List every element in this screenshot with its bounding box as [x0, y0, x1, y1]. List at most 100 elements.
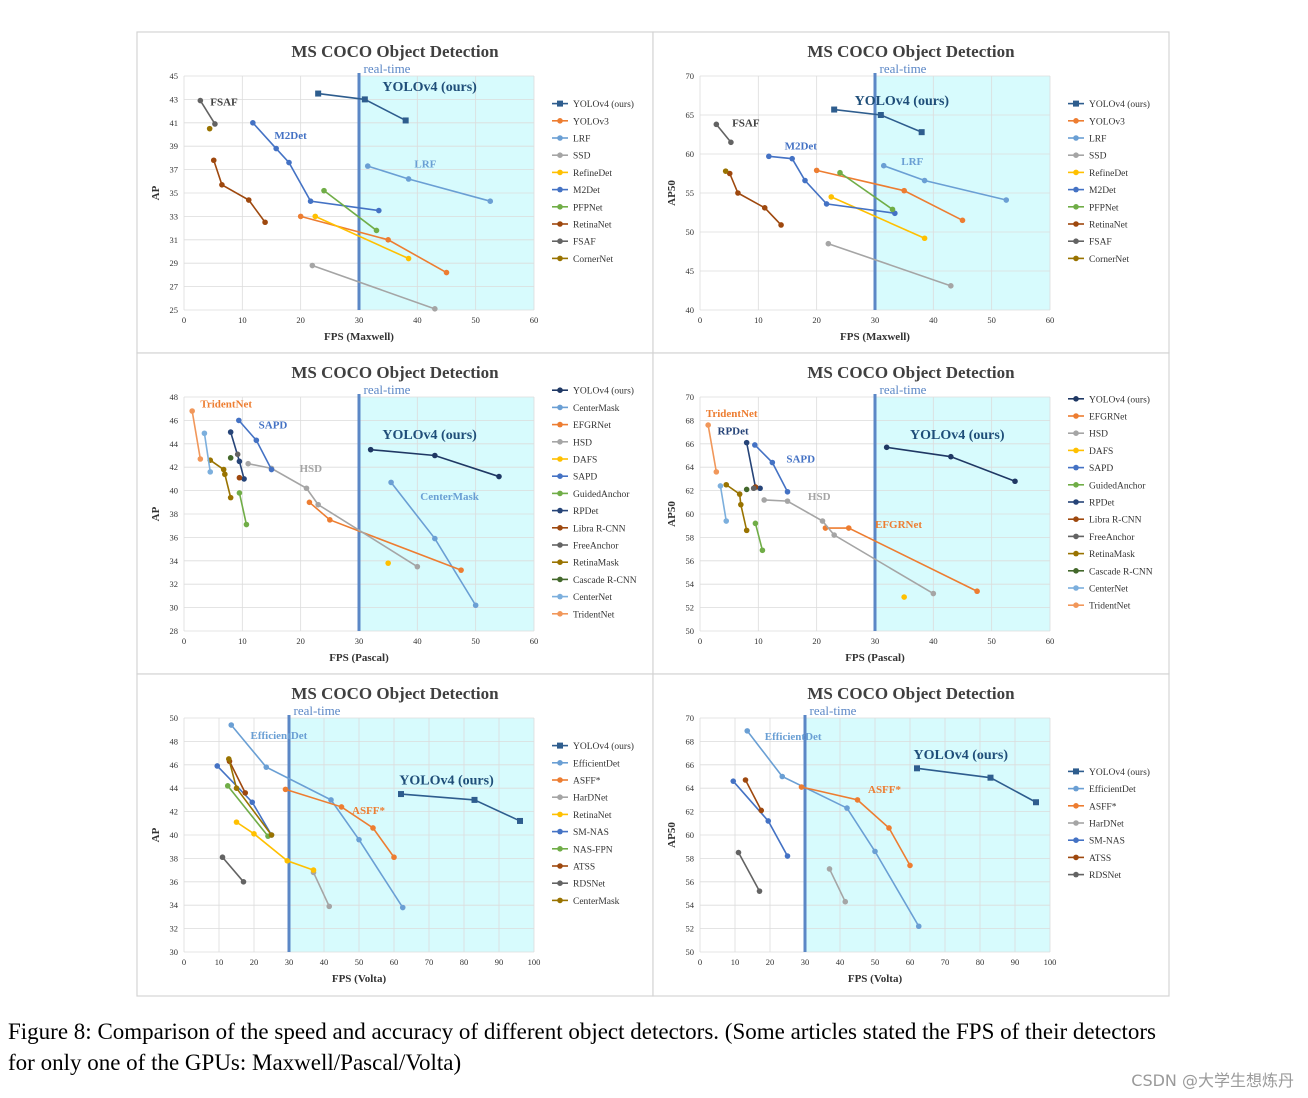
legend-label: DAFS: [1089, 447, 1113, 457]
legend-marker: [1073, 396, 1079, 402]
legend-marker: [1073, 768, 1079, 775]
data-point: [405, 255, 412, 262]
data-point: [227, 455, 234, 461]
data-point: [227, 429, 234, 435]
data-point: [326, 903, 333, 910]
data-point: [825, 240, 832, 247]
series-line: [236, 821, 314, 871]
legend-item-nas-fpn: NAS-FPN: [552, 845, 613, 855]
y-tick-label: 31: [170, 235, 179, 245]
annotation-tridentnet: TridentNet: [200, 399, 252, 411]
legend-label: ATSS: [1089, 854, 1111, 864]
data-point: [1003, 197, 1010, 203]
y-axis-label: AP50: [666, 822, 678, 848]
legend-label: SSD: [573, 152, 591, 162]
watermark: CSDN @大学生想炼丹: [1131, 1071, 1294, 1090]
legend-label: LRF: [1089, 135, 1106, 145]
legend-label: EfficientDet: [1089, 784, 1136, 795]
data-point: [356, 836, 362, 843]
series-line: [715, 123, 732, 143]
legend-marker: [1073, 533, 1079, 540]
x-tick-label: 20: [250, 957, 259, 967]
legend-item-efgrnet: EFGRNet: [552, 421, 611, 431]
series-sapd: [752, 442, 791, 495]
legend-marker: [1073, 255, 1079, 262]
legend-label: LRF: [573, 135, 590, 145]
x-tick-label: 10: [215, 957, 224, 967]
legend-label: YOLOv4 (ours): [573, 386, 634, 397]
series-yolov3: [297, 213, 450, 276]
x-axis-label: FPS (Pascal): [329, 652, 389, 664]
y-tick-label: 48: [170, 736, 179, 746]
y-tick-label: 36: [170, 532, 179, 542]
x-tick-label: 90: [495, 957, 504, 967]
x-tick-label: 60: [1046, 315, 1055, 325]
legend-label: GuidedAnchor: [1089, 481, 1146, 491]
legend-item-centermask: CenterMask: [552, 404, 620, 414]
legend-item-fsaf: FSAF: [1068, 238, 1112, 248]
legend-item-lrf: LRF: [1068, 135, 1106, 145]
y-tick-label: 33: [170, 211, 179, 221]
legend-marker: [1073, 550, 1079, 557]
data-point: [1033, 799, 1039, 806]
data-point: [310, 867, 317, 873]
data-point: [432, 306, 438, 312]
data-point: [921, 177, 928, 184]
legend-label: SAPD: [1089, 464, 1113, 474]
series-asff: [282, 786, 397, 861]
legend: YOLOv4 (ours) YOLOv3 LRF SSD RefineDet M2Det P…: [552, 99, 634, 265]
series-centermask: [388, 479, 479, 609]
x-tick-label: 30: [355, 636, 364, 646]
x-tick-label: 30: [871, 315, 880, 325]
data-point: [872, 848, 878, 855]
data-point: [914, 765, 920, 772]
data-point: [798, 784, 805, 790]
data-point: [236, 458, 243, 465]
chart-title: MS COCO Object Detection: [291, 363, 499, 382]
legend-marker: [1073, 100, 1079, 107]
annotation-yolov4-ours: YOLOv4 (ours): [855, 94, 950, 109]
y-tick-label: 56: [686, 877, 695, 887]
data-point: [228, 722, 235, 728]
data-point: [819, 518, 826, 524]
data-point: [367, 446, 374, 453]
legend-label: PFPNet: [573, 203, 603, 213]
legend-marker: [1073, 482, 1079, 488]
annotation-m2det: M2Det: [274, 130, 307, 142]
data-point: [831, 106, 838, 113]
legend-item-fsaf: FSAF: [552, 238, 596, 248]
legend-item-retinamask: RetinaMask: [552, 559, 619, 569]
data-point: [321, 187, 327, 194]
data-point: [735, 190, 741, 196]
series-retinamask: [723, 481, 750, 534]
caption-line-2: for only one of the GPUs: Maxwell/Pascal…: [8, 1050, 462, 1075]
legend-marker: [557, 135, 563, 141]
data-point: [241, 476, 247, 482]
legend-label: CenterNet: [1089, 585, 1128, 595]
y-tick-label: 50: [170, 713, 179, 723]
series-tridentnet: [189, 408, 204, 462]
legend-marker: [1073, 568, 1079, 574]
x-tick-label: 20: [296, 315, 305, 325]
data-point: [743, 439, 750, 446]
x-tick-label: 50: [987, 636, 996, 646]
legend-label: YOLOv4 (ours): [1089, 767, 1150, 778]
data-point: [391, 854, 397, 861]
legend-marker: [1073, 238, 1079, 244]
legend-label: FreeAnchor: [573, 542, 619, 552]
legend-item-hsd: HSD: [552, 438, 592, 448]
legend-item-sapd: SAPD: [552, 473, 597, 483]
x-tick-label: 40: [929, 315, 938, 325]
data-point: [842, 898, 849, 905]
data-point: [880, 162, 887, 169]
x-axis-label: FPS (Volta): [332, 973, 387, 985]
series-sm-nas: [730, 778, 791, 859]
data-point: [210, 157, 217, 164]
series-lrf: [880, 162, 1010, 203]
series-yolov4-ours: [831, 106, 925, 136]
y-tick-label: 50: [686, 626, 695, 636]
legend-label: EFGRNet: [573, 421, 611, 431]
legend-marker: [557, 811, 563, 818]
series-retinanet: [233, 819, 317, 873]
chart-title: MS COCO Object Detection: [807, 42, 1015, 61]
